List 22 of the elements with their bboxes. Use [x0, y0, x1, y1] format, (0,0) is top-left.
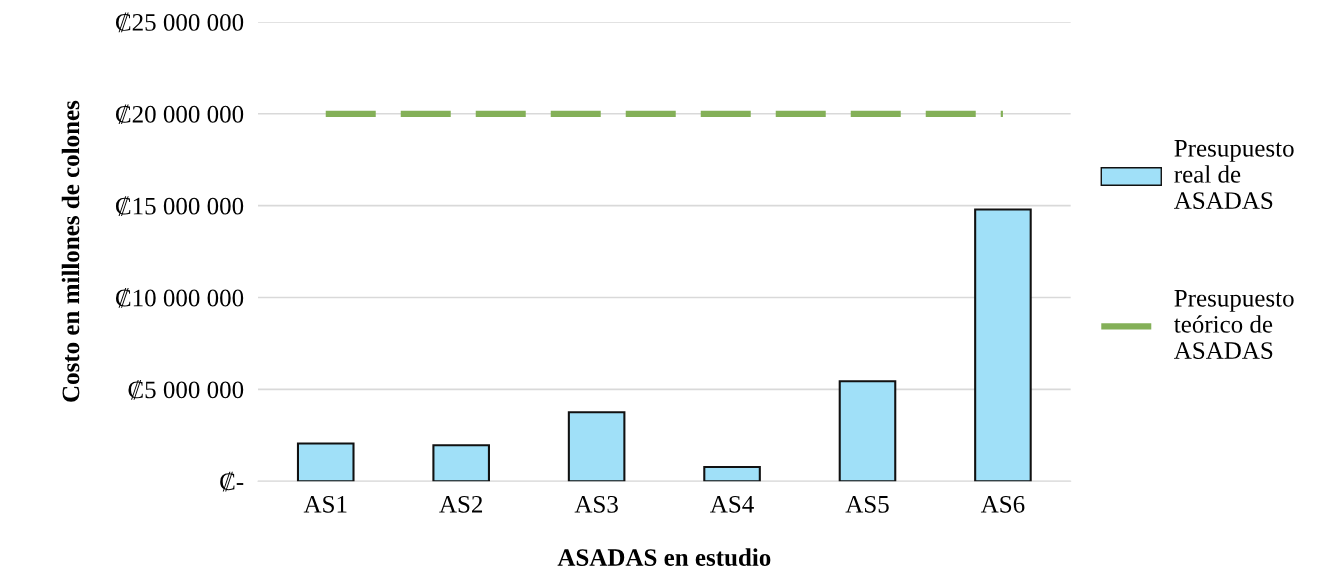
bar	[974, 208, 1032, 482]
y-tick-label: ₡5 000 000	[128, 379, 244, 400]
x-axis-title: ASADAS en estudio	[557, 548, 771, 566]
x-tick-label: AS3	[574, 495, 618, 513]
legend-label: Presupuesto teórico de ASADAS	[1174, 290, 1294, 359]
y-tick-label: ₡10 000 000	[115, 288, 244, 308]
x-tick-label: AS2	[439, 495, 483, 513]
y-tick-label: ₡-	[220, 471, 244, 492]
bar	[296, 442, 355, 482]
bar	[432, 444, 490, 482]
bar	[567, 411, 626, 482]
x-tick-label: AS5	[845, 495, 889, 513]
legend-label: Presupuesto real de ASADAS	[1174, 140, 1294, 209]
x-tick-label: AS1	[303, 495, 347, 513]
y-axis-title: Costo en millones de colones	[61, 100, 80, 402]
y-tick-label: ₡25 000 000	[115, 12, 244, 33]
bar	[838, 380, 897, 482]
y-tick-label: ₡20 000 000	[115, 104, 244, 125]
y-tick-label: ₡15 000 000	[115, 196, 244, 216]
x-tick-label: AS4	[710, 495, 754, 513]
bar	[703, 466, 761, 482]
x-tick-label: AS6	[980, 495, 1025, 513]
